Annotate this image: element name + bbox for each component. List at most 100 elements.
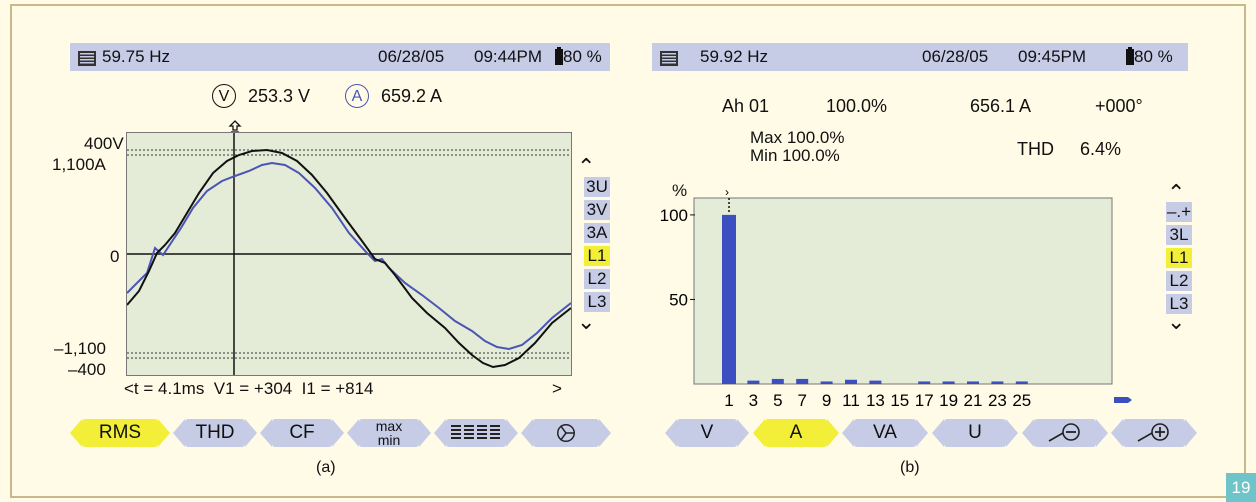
thd-button[interactable]: THD (173, 419, 257, 447)
time: 09:45PM (1018, 47, 1087, 66)
x-tick-15: 15 (890, 391, 909, 409)
harmonic-bar-3[interactable] (747, 380, 760, 384)
a-side-item-4[interactable]: L2 (584, 269, 610, 289)
x-tick-19: 19 (939, 391, 958, 409)
x-tick-13: 13 (866, 391, 885, 409)
zoom-in-icon (1137, 423, 1169, 442)
a-button[interactable]: A (753, 419, 839, 447)
scroll-down-icon[interactable]: ⌄ (577, 309, 596, 334)
status-bar-a: 59.75 Hz 06/28/05 09:44PM 80 % (70, 43, 610, 71)
scroll-up-icon[interactable]: ⌃ (577, 154, 596, 179)
cursor-readout: <t = 4.1ms V1 = +304 I1 = +814 (124, 379, 374, 398)
phasor-icon (557, 424, 575, 442)
x-tick-9: 9 (822, 391, 831, 409)
harmonic-bar-1[interactable] (722, 214, 736, 384)
y-label-1100a: 1,100A (52, 155, 106, 174)
a-side-item-1[interactable]: 3V (584, 200, 610, 220)
waveform-plot[interactable] (126, 132, 572, 376)
date: 06/28/05 (378, 47, 445, 66)
voltage-reading: 253.3 V (248, 86, 311, 106)
current-waveform (127, 161, 571, 351)
u-button[interactable]: U (932, 419, 1018, 447)
y-label-zero: 0 (110, 247, 120, 266)
harmonic-bar-25[interactable] (1015, 381, 1028, 384)
battery-level: 80 % (1134, 47, 1173, 66)
thd-value: 6.4% (1080, 139, 1122, 159)
b-side-item-2[interactable]: L1 (1166, 248, 1192, 268)
max-value: Max 100.0% (750, 128, 845, 147)
harmonic-bar-19[interactable] (942, 381, 955, 384)
scroll-up-icon[interactable]: ⌃ (1167, 180, 1186, 205)
y-unit: % (672, 181, 688, 200)
y-tick-100: 100 (660, 206, 688, 225)
harmonic-bar-7[interactable] (796, 378, 809, 384)
phasor-button[interactable] (521, 419, 611, 447)
rms-button[interactable]: RMS (70, 419, 170, 447)
harmonic-bar-9[interactable] (820, 381, 833, 384)
harmonic-bar-23[interactable] (991, 381, 1004, 384)
max-label: max (375, 418, 403, 434)
battery-icon (555, 47, 563, 65)
x-tick-7: 7 (797, 391, 806, 409)
status-bar-b: 59.92 Hz 06/28/05 09:45PM 80 % (652, 43, 1188, 71)
x-tick-3: 3 (749, 391, 758, 409)
more-harmonics-icon[interactable] (1114, 397, 1132, 403)
frequency: 59.75 Hz (102, 47, 171, 66)
x-tick-17: 17 (915, 391, 934, 409)
v-button[interactable]: V (665, 419, 749, 447)
cf-button[interactable]: CF (260, 419, 344, 447)
harmonic-bar-11[interactable] (845, 379, 857, 384)
y-label-neg1100: –1,100 (54, 339, 106, 358)
voltage-symbol-icon: V (212, 84, 236, 108)
harmonics-plot-bg (693, 197, 1113, 385)
a-side-item-2[interactable]: 3A (584, 223, 610, 243)
harmonic-bar-21[interactable] (967, 381, 979, 384)
harmonic-phase: +000° (1095, 96, 1143, 116)
harmonics-grid-icon (451, 425, 500, 439)
battery-icon (1126, 47, 1134, 65)
current-symbol-icon: A (345, 84, 369, 108)
harmonic-bar-17[interactable] (918, 381, 931, 384)
harmonic-percent: 100.0% (826, 96, 888, 116)
min-label: min (377, 432, 401, 448)
b-side-item-4[interactable]: L3 (1166, 294, 1192, 314)
zoom-out-button[interactable] (1022, 419, 1108, 447)
y-label-neg400: –400 (68, 360, 106, 379)
figure-frame: 59.75 Hz 06/28/05 09:44PM 80 % V 253.3 V… (10, 4, 1246, 498)
waveform-svg (127, 133, 571, 375)
menu-icon[interactable] (660, 48, 678, 66)
voltage-waveform (127, 148, 571, 369)
caption-b: (b) (900, 459, 920, 476)
a-side-item-0[interactable]: 3U (584, 177, 610, 197)
caption-a: (a) (316, 459, 336, 476)
current-reading: 659.2 A (381, 86, 443, 106)
harmonic-bar-5[interactable] (771, 378, 784, 384)
x-tick-1: 1 (724, 391, 733, 409)
harmonic-amps: 656.1 A (970, 96, 1032, 116)
a-side-item-5[interactable]: L3 (584, 292, 610, 312)
x-tick-25: 25 (1012, 391, 1031, 409)
frequency: 59.92 Hz (700, 47, 769, 66)
scroll-down-icon[interactable]: ⌄ (1167, 309, 1186, 334)
thd-label: THD (1017, 139, 1054, 159)
b-side-item-3[interactable]: L2 (1166, 271, 1192, 291)
menu-icon[interactable] (78, 48, 96, 66)
cursor-scroll-right[interactable]: > (552, 379, 562, 398)
x-tick-23: 23 (988, 391, 1007, 409)
x-tick-21: 21 (964, 391, 983, 409)
y-label-400v: 400V (84, 134, 124, 153)
harmonic-bar-13[interactable] (869, 380, 882, 384)
battery-level: 80 % (563, 47, 602, 66)
harmonic-rank: Ah 01 (722, 96, 770, 116)
x-tick-5: 5 (773, 391, 782, 409)
b-side-item-1[interactable]: 3L (1166, 225, 1192, 245)
max-min-button[interactable]: max min (347, 418, 431, 448)
zoom-in-button[interactable] (1111, 419, 1197, 447)
va-button[interactable]: VA (842, 419, 928, 447)
a-side-item-3[interactable]: L1 (584, 246, 610, 266)
min-value: Min 100.0% (750, 146, 840, 165)
harmonics-view-button[interactable] (434, 419, 518, 447)
selected-harmonic-marker: › (725, 185, 729, 199)
b-side-item-0[interactable]: –.+ (1166, 202, 1192, 222)
